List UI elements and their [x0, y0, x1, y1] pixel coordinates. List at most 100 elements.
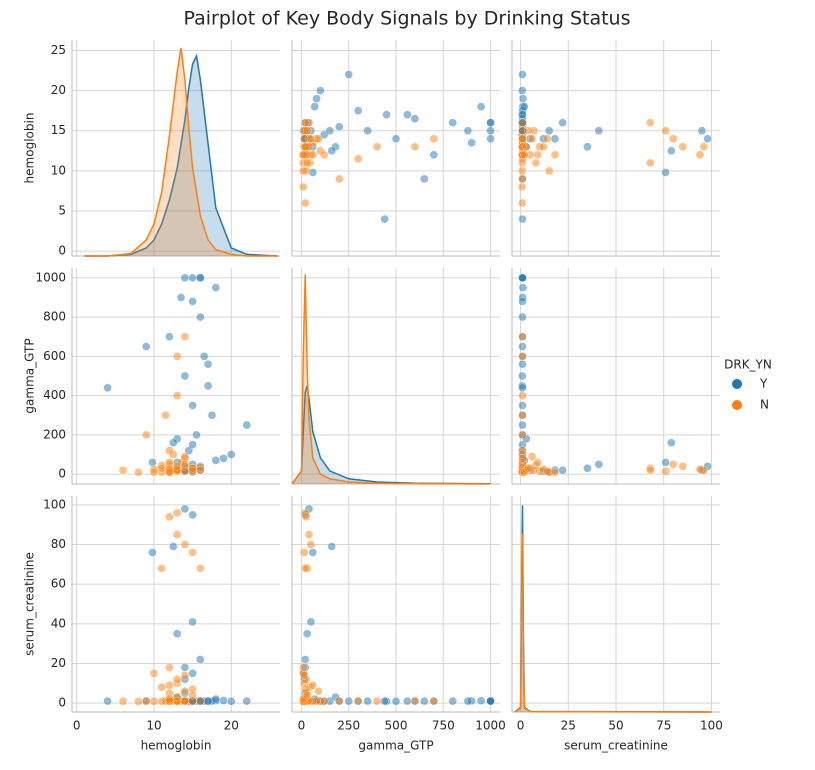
scatter-point: [403, 110, 412, 119]
scatter-point: [172, 391, 182, 400]
scatter-point: [363, 126, 372, 135]
scatter-point: [118, 697, 128, 706]
scatter-point: [165, 446, 174, 455]
scatter-point: [319, 696, 329, 706]
y-tick-label: 15: [51, 123, 66, 137]
scatter-point: [134, 697, 143, 706]
scatter-point: [306, 617, 316, 627]
scatter-point: [300, 671, 309, 680]
scatter-point: [518, 420, 527, 430]
scatter-point: [518, 166, 527, 176]
scatter-point: [165, 680, 174, 690]
scatter-point: [517, 182, 527, 192]
scatter-point: [335, 696, 344, 706]
scatter-point: [219, 696, 228, 705]
scatter-point: [518, 70, 527, 79]
x-axis-label: hemoglobin: [141, 739, 212, 753]
x-tick-label: 10: [146, 719, 161, 733]
y-axis-label: hemoglobin: [23, 113, 37, 184]
scatter-point: [314, 134, 323, 144]
scatter-point: [335, 174, 344, 184]
scatter-point: [518, 110, 527, 119]
scatter-point: [306, 540, 316, 549]
x-tick-label: 0: [517, 719, 525, 733]
scatter-point: [302, 690, 312, 700]
scatter-point: [148, 458, 157, 467]
scatter-point: [594, 460, 604, 469]
scatter-point: [661, 168, 670, 177]
kde-line: [84, 53, 278, 257]
x-axis-label: gamma_GTP: [358, 739, 433, 753]
y-tick-label: 0: [58, 467, 66, 481]
scatter-point: [486, 118, 495, 127]
scatter-point: [380, 696, 389, 706]
scatter-point: [518, 86, 527, 95]
scatter-point: [172, 692, 182, 702]
scatter-point: [299, 150, 308, 160]
scatter-point: [165, 694, 174, 704]
scatter-point: [518, 391, 527, 400]
x-tick-label: 25: [561, 719, 576, 733]
scatter-point: [188, 617, 197, 627]
scatter-point: [310, 102, 319, 111]
scatter-point: [299, 182, 308, 192]
scatter-point: [429, 150, 439, 160]
scatter-point: [149, 697, 159, 706]
scatter-point: [668, 134, 678, 144]
scatter-point: [192, 430, 201, 440]
y-tick-label: 10: [51, 163, 66, 177]
scatter-point: [410, 696, 420, 706]
scatter-point: [306, 134, 316, 144]
kde-line: [514, 533, 712, 713]
x-tick-label: 500: [385, 719, 408, 733]
scatter-point: [103, 383, 112, 393]
scatter-point: [646, 158, 655, 168]
kde-line: [291, 274, 491, 485]
kde-line: [514, 505, 712, 713]
legend-label: N: [760, 398, 769, 412]
y-tick-label: 400: [43, 388, 66, 402]
scatter-point: [316, 86, 325, 95]
scatter-point: [550, 134, 560, 144]
y-tick-label: 60: [51, 577, 66, 591]
scatter-point: [188, 510, 197, 520]
scatter-point: [196, 312, 205, 322]
scatter-point: [211, 283, 221, 292]
x-tick-label: 250: [337, 719, 360, 733]
scatter-point: [304, 142, 314, 152]
scatter-point: [300, 548, 309, 557]
x-tick-label: 75: [656, 719, 671, 733]
scatter-point: [157, 464, 166, 473]
scatter-point: [196, 696, 205, 706]
scatter-point: [344, 696, 353, 706]
y-tick-label: 25: [51, 43, 66, 57]
scatter-point: [646, 118, 655, 127]
x-tick-label: 0: [73, 719, 81, 733]
scatter-point: [695, 150, 705, 160]
kde-area: [514, 505, 712, 712]
scatter-point: [463, 126, 473, 135]
scatter-point: [543, 134, 552, 144]
kde-area: [292, 274, 491, 484]
scatter-point: [180, 696, 190, 706]
y-tick-label: 800: [43, 310, 66, 324]
scatter-point: [300, 118, 310, 127]
scatter-point: [180, 460, 190, 469]
scatter-point: [523, 126, 533, 135]
scatter-point: [372, 696, 382, 706]
scatter-point: [518, 198, 527, 208]
legend-label: Y: [759, 377, 768, 391]
scatter-point: [518, 359, 527, 369]
kde-line: [291, 385, 491, 485]
scatter-point: [518, 118, 527, 127]
kde-line: [84, 47, 278, 257]
scatter-point: [176, 293, 186, 302]
kde-area: [292, 385, 491, 484]
scatter-point: [518, 454, 527, 463]
scatter-point: [134, 467, 143, 477]
scatter-point: [344, 70, 353, 79]
scatter-point: [188, 548, 197, 557]
scatter-point: [429, 696, 439, 706]
scatter-point: [678, 142, 688, 152]
scatter-point: [353, 696, 363, 706]
